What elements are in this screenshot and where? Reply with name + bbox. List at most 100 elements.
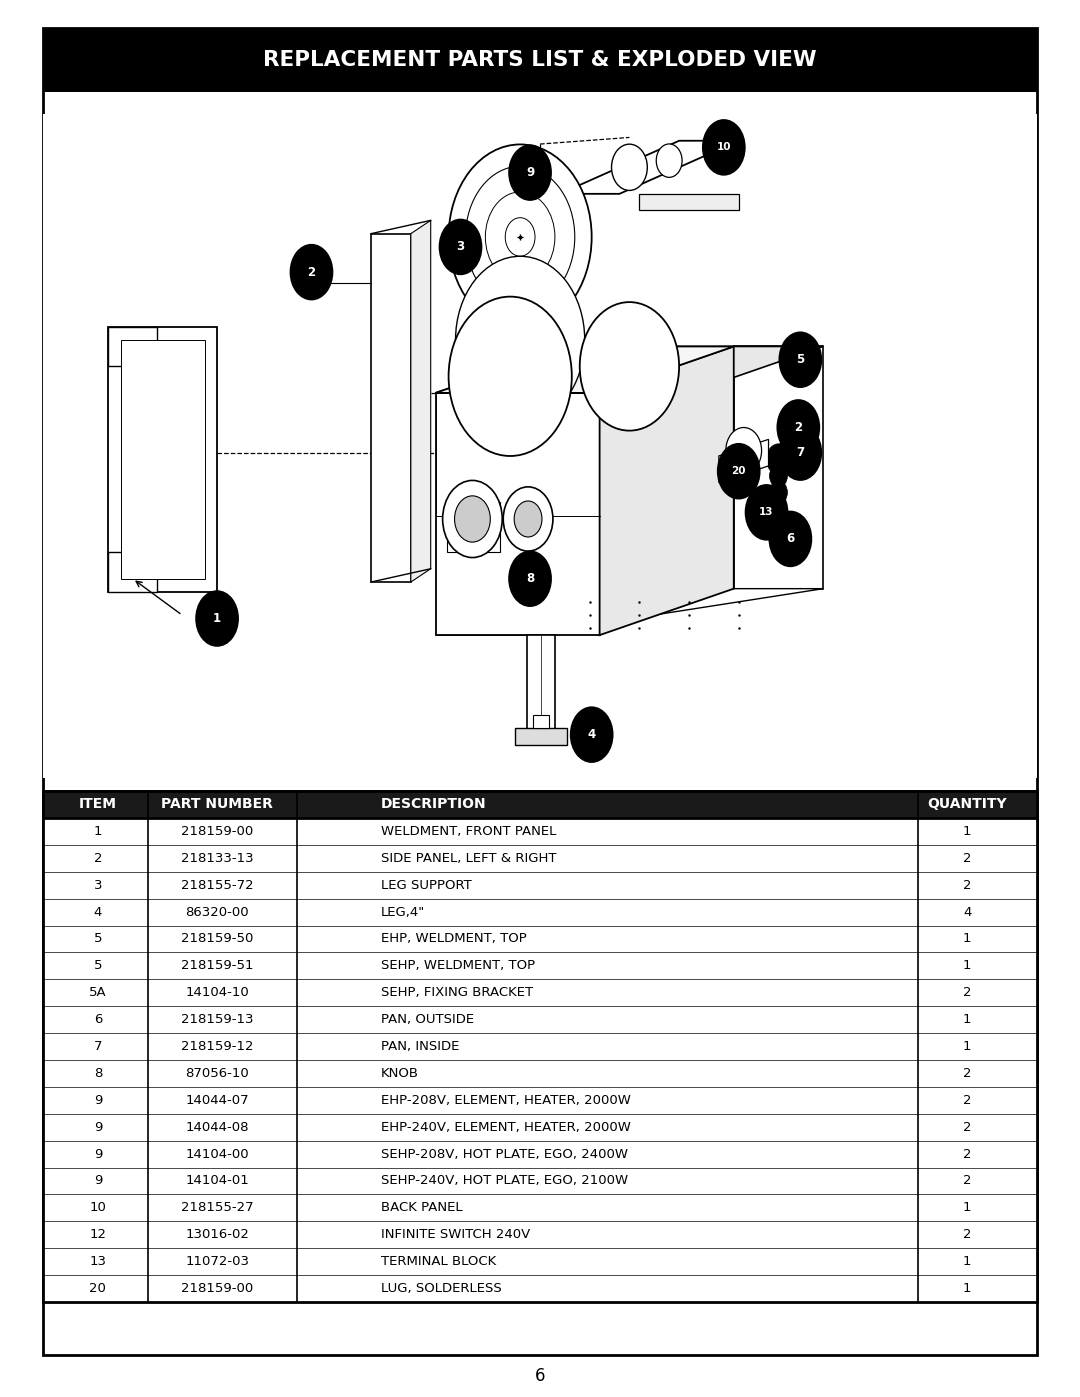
- Text: 10: 10: [90, 1201, 106, 1214]
- Text: 3: 3: [457, 240, 464, 253]
- Polygon shape: [435, 393, 599, 636]
- Text: 2: 2: [794, 420, 802, 434]
- Polygon shape: [719, 439, 769, 482]
- Circle shape: [770, 481, 787, 504]
- Circle shape: [570, 707, 613, 763]
- Text: ITEM: ITEM: [79, 798, 117, 812]
- Circle shape: [509, 144, 552, 201]
- Text: WELDMENT, FRONT PANEL: WELDMENT, FRONT PANEL: [381, 824, 556, 838]
- Polygon shape: [372, 233, 410, 583]
- Text: 2: 2: [963, 852, 972, 865]
- Text: 1: 1: [963, 1013, 972, 1027]
- Text: 3: 3: [94, 879, 103, 891]
- Text: 13: 13: [759, 507, 773, 517]
- Text: 9: 9: [94, 1147, 102, 1161]
- Circle shape: [509, 550, 552, 606]
- Text: BACK PANEL: BACK PANEL: [381, 1201, 462, 1214]
- Circle shape: [769, 511, 812, 567]
- Text: 1: 1: [213, 612, 221, 624]
- Polygon shape: [108, 327, 158, 366]
- Polygon shape: [435, 588, 823, 636]
- Text: 1: 1: [963, 932, 972, 946]
- Text: 1: 1: [963, 1282, 972, 1295]
- Text: PAN, INSIDE: PAN, INSIDE: [381, 1039, 459, 1053]
- Bar: [43, 1140, 1037, 1168]
- Polygon shape: [733, 346, 823, 588]
- Text: 218155-72: 218155-72: [180, 879, 254, 891]
- Text: SEHP-240V, HOT PLATE, EGO, 2100W: SEHP-240V, HOT PLATE, EGO, 2100W: [381, 1175, 629, 1187]
- Text: 1: 1: [963, 1255, 972, 1268]
- Text: 218159-00: 218159-00: [181, 1282, 253, 1295]
- Text: 5: 5: [94, 960, 103, 972]
- Text: 2: 2: [94, 852, 103, 865]
- Circle shape: [289, 244, 334, 300]
- Text: LUG, SOLDERLESS: LUG, SOLDERLESS: [381, 1282, 502, 1295]
- Text: INFINITE SWITCH 240V: INFINITE SWITCH 240V: [381, 1228, 530, 1242]
- Circle shape: [717, 443, 760, 500]
- Text: 2: 2: [963, 1067, 972, 1080]
- Circle shape: [657, 144, 683, 177]
- Circle shape: [485, 191, 555, 282]
- Text: 4: 4: [588, 728, 596, 742]
- Text: EHP-240V, ELEMENT, HEATER, 2000W: EHP-240V, ELEMENT, HEATER, 2000W: [381, 1120, 631, 1134]
- Text: 218159-00: 218159-00: [181, 824, 253, 838]
- Polygon shape: [639, 194, 739, 211]
- Text: 218155-27: 218155-27: [180, 1201, 254, 1214]
- Circle shape: [611, 144, 647, 190]
- Bar: [43, 898, 1037, 926]
- Text: LEG SUPPORT: LEG SUPPORT: [381, 879, 472, 891]
- Circle shape: [438, 219, 483, 275]
- Text: LEG,4": LEG,4": [381, 905, 426, 919]
- Text: 11072-03: 11072-03: [185, 1255, 249, 1268]
- Polygon shape: [121, 339, 205, 578]
- Text: 5A: 5A: [89, 986, 107, 999]
- Polygon shape: [515, 728, 567, 745]
- Circle shape: [455, 496, 490, 542]
- Text: EHP-208V, ELEMENT, HEATER, 2000W: EHP-208V, ELEMENT, HEATER, 2000W: [381, 1094, 631, 1106]
- Text: 8: 8: [94, 1067, 102, 1080]
- Bar: [43, 115, 1037, 778]
- Text: SEHP, WELDMENT, TOP: SEHP, WELDMENT, TOP: [381, 960, 536, 972]
- Text: 1: 1: [963, 1201, 972, 1214]
- Polygon shape: [435, 346, 733, 393]
- Text: 6: 6: [786, 532, 795, 545]
- Bar: [43, 819, 1037, 845]
- Text: 218159-12: 218159-12: [180, 1039, 254, 1053]
- Circle shape: [580, 302, 679, 430]
- Polygon shape: [599, 346, 823, 393]
- Bar: [43, 1006, 1037, 1034]
- Text: TERMINAL BLOCK: TERMINAL BLOCK: [381, 1255, 497, 1268]
- Text: 8: 8: [526, 573, 535, 585]
- Text: 7: 7: [796, 446, 805, 460]
- Circle shape: [779, 331, 822, 388]
- Circle shape: [448, 296, 571, 455]
- Text: SEHP-208V, HOT PLATE, EGO, 2400W: SEHP-208V, HOT PLATE, EGO, 2400W: [381, 1147, 629, 1161]
- Text: QUANTITY: QUANTITY: [928, 798, 1007, 812]
- Text: 1: 1: [94, 824, 103, 838]
- Polygon shape: [534, 715, 549, 728]
- Text: 87056-10: 87056-10: [185, 1067, 249, 1080]
- Polygon shape: [108, 327, 217, 592]
- Text: 1: 1: [963, 824, 972, 838]
- Text: 12: 12: [90, 1228, 106, 1242]
- Bar: [43, 1275, 1037, 1302]
- Text: 20: 20: [90, 1282, 106, 1295]
- Text: 1: 1: [963, 960, 972, 972]
- Text: 2: 2: [963, 1147, 972, 1161]
- Text: 218159-13: 218159-13: [180, 1013, 254, 1027]
- Text: 4: 4: [963, 905, 971, 919]
- Bar: [43, 845, 1037, 872]
- Text: 2: 2: [963, 879, 972, 891]
- Text: 2: 2: [963, 1228, 972, 1242]
- Text: 14044-07: 14044-07: [186, 1094, 248, 1106]
- Bar: [43, 1113, 1037, 1140]
- Circle shape: [443, 481, 502, 557]
- Text: 86320-00: 86320-00: [186, 905, 248, 919]
- Circle shape: [503, 486, 553, 550]
- Text: 9: 9: [94, 1175, 102, 1187]
- Bar: [43, 1249, 1037, 1275]
- Polygon shape: [410, 221, 431, 583]
- Text: 5: 5: [94, 932, 103, 946]
- Bar: [43, 1087, 1037, 1113]
- Bar: [43, 953, 1037, 979]
